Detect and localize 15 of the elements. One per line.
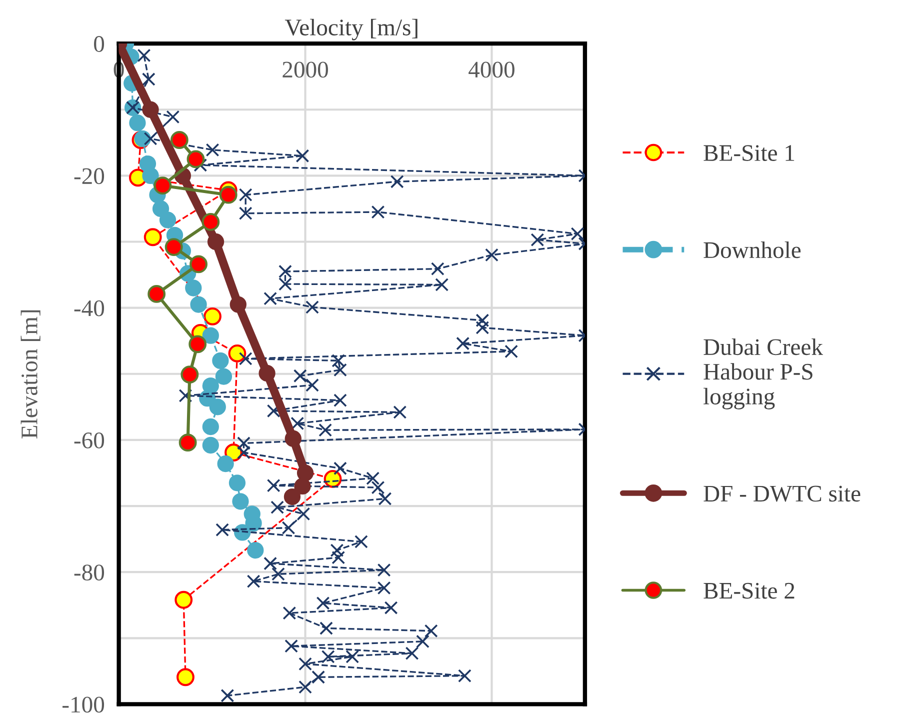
x-tick-label: 2000 — [282, 62, 328, 78]
y-tick-label: -20 — [74, 168, 104, 184]
y-axis-title: Elevation [m] — [20, 310, 40, 438]
y-tick-label: -80 — [74, 564, 104, 581]
x-axis-title: Velocity [m/s] — [284, 18, 418, 40]
legend-label: BE-Site 1 — [704, 145, 794, 161]
legend-label: DF - DWTC site — [704, 486, 860, 502]
x-tick-label: 4000 — [468, 62, 514, 78]
y-tick-label: 0 — [94, 36, 104, 52]
y-tick-label: -40 — [74, 300, 104, 316]
y-tick-label: -60 — [74, 432, 104, 448]
y-tick-label: -100 — [62, 696, 104, 713]
legend-label: BE-Site 2 — [704, 582, 794, 599]
legend-label: Dubai Creek Habour P-S logging — [703, 338, 823, 410]
legend-label: Downhole — [704, 241, 801, 258]
